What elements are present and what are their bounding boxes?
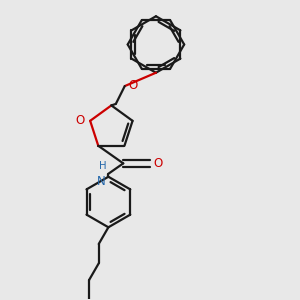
Text: N: N <box>97 175 106 188</box>
Text: O: O <box>153 157 162 170</box>
Text: O: O <box>129 79 138 92</box>
Text: O: O <box>76 114 85 127</box>
Text: H: H <box>98 161 106 171</box>
